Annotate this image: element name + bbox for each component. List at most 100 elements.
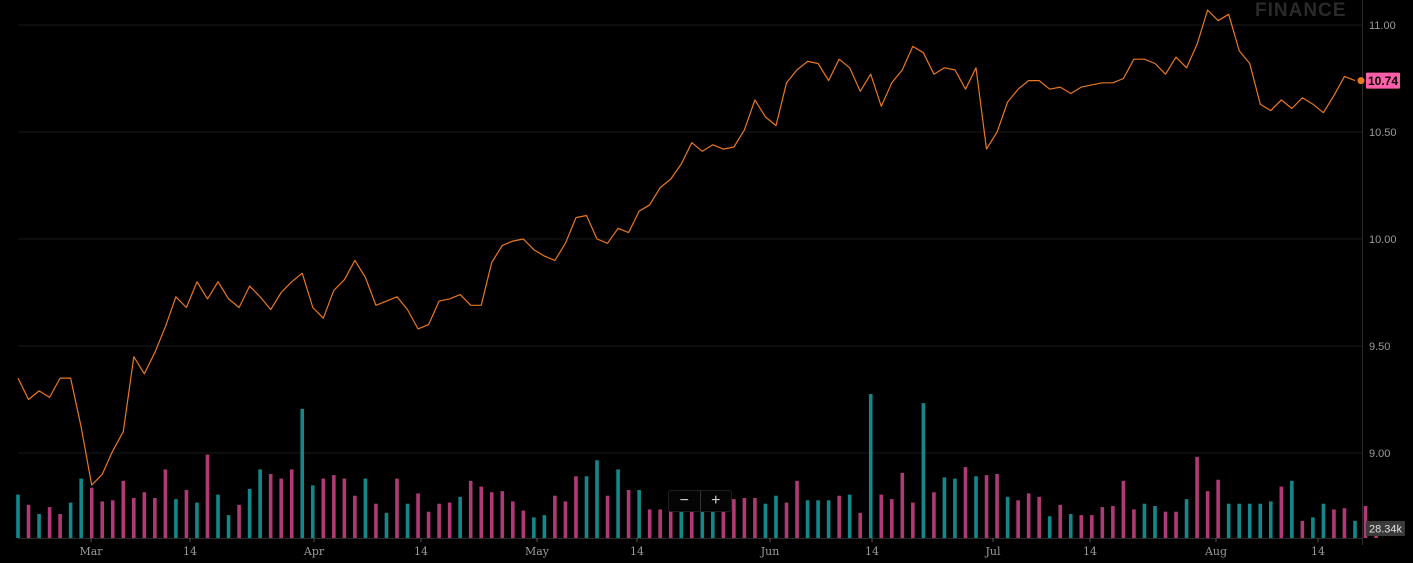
volume-bar [721, 502, 726, 538]
volume-bar [1132, 509, 1136, 538]
volume-bar [732, 499, 736, 538]
volume-bar [921, 403, 926, 538]
volume-bar [163, 469, 168, 538]
volume-bar [668, 508, 673, 538]
volume-bar [521, 510, 526, 538]
volume-bar [974, 476, 978, 538]
x-tick-label: 14 [1083, 545, 1097, 558]
y-tick-label: 9.50 [1369, 341, 1390, 353]
volume-bar [1005, 496, 1010, 538]
volume-bar [700, 509, 705, 538]
volume-bar [879, 494, 884, 538]
volume-bar [279, 478, 283, 538]
volume-bar [868, 394, 873, 538]
volume-bar [500, 491, 505, 538]
x-tick-label: Jul [984, 545, 1000, 558]
volume-bar [1342, 508, 1347, 538]
volume-bar [58, 514, 62, 538]
volume-bar [68, 502, 73, 538]
volume-bar [911, 502, 915, 538]
volume-bar [532, 517, 536, 538]
y-tick-label: 10.50 [1369, 127, 1397, 139]
volume-bar [510, 501, 515, 538]
volume-bar [1300, 520, 1305, 538]
volume-bar [932, 492, 936, 538]
volume-bar [121, 480, 126, 538]
x-tick-label: 14 [414, 545, 428, 558]
volume-bar [489, 492, 494, 538]
volume-bar [100, 501, 105, 538]
price-line [17, 9, 1356, 486]
volume-bar [79, 478, 83, 538]
volume-bar [1153, 506, 1157, 538]
last-price-label: 10.74 [1368, 74, 1398, 88]
last-volume-label: 28.34k [1369, 524, 1403, 536]
volume-bar [1321, 503, 1326, 538]
volume-bar [1174, 511, 1178, 538]
volume-bar [805, 500, 810, 538]
volume-bar [1121, 480, 1126, 538]
finance-watermark: FINANCE [1255, 0, 1347, 21]
volume-bar [247, 488, 252, 538]
volume-bar [332, 475, 336, 538]
x-tick-label: May [525, 545, 550, 558]
x-tick-label: Mar [79, 545, 103, 558]
volume-bar [426, 511, 431, 538]
volume-bar [437, 503, 441, 538]
zoom-in-button[interactable]: + [711, 492, 721, 509]
volume-bar [858, 512, 863, 538]
volume-bar [763, 503, 768, 538]
volume-bar [310, 485, 315, 538]
volume-bar [1247, 503, 1252, 538]
volume-bar [1163, 511, 1168, 538]
zoom-out-button[interactable]: − [679, 492, 689, 509]
volume-bar [616, 469, 620, 538]
volume-bar [637, 490, 641, 538]
volume-bar [679, 510, 684, 538]
volume-bar [1205, 491, 1210, 538]
volume-bar [626, 490, 631, 538]
volume-bar [237, 504, 241, 538]
volume-bar [205, 454, 210, 538]
x-tick-label: 14 [865, 545, 879, 558]
volume-bar [1195, 456, 1199, 538]
volume-bar [174, 499, 178, 538]
volume-bar [1100, 507, 1105, 538]
volume-bar [995, 474, 999, 538]
y-tick-label: 11.00 [1369, 20, 1396, 32]
zoom-separator [699, 491, 701, 511]
volume-bar [584, 476, 589, 538]
volume-bar [258, 469, 262, 538]
volume-bar [1279, 486, 1284, 538]
volume-bar [1068, 514, 1073, 538]
volume-bar [1026, 493, 1031, 538]
volume-bar [942, 477, 947, 538]
volume-bar [795, 480, 799, 538]
volume-bar [658, 509, 662, 538]
volume-bar [195, 502, 199, 538]
volume-bar [216, 494, 220, 538]
volume-bar [374, 503, 378, 538]
volume-bar [89, 487, 94, 538]
last-price-badge [1366, 72, 1400, 89]
volume-bar [353, 495, 357, 538]
volume-bar [110, 500, 115, 538]
volume-bar [1142, 503, 1147, 538]
zoom-control: − + [668, 490, 732, 512]
volume-bar [16, 494, 20, 538]
volume-bar [300, 408, 305, 538]
volume-bar [542, 515, 547, 538]
volume-bar [184, 490, 189, 538]
volume-bar [37, 514, 41, 538]
volume-bar [1047, 516, 1052, 538]
volume-bar [1090, 515, 1094, 538]
volume-bar [900, 472, 905, 538]
volume-bar [1258, 503, 1263, 538]
volume-bar [468, 480, 473, 538]
volume-bar [405, 503, 410, 538]
volume-bar [363, 478, 368, 538]
x-tick-label: 14 [183, 545, 197, 558]
volume-bar [784, 502, 789, 538]
volume-bar [479, 486, 484, 538]
